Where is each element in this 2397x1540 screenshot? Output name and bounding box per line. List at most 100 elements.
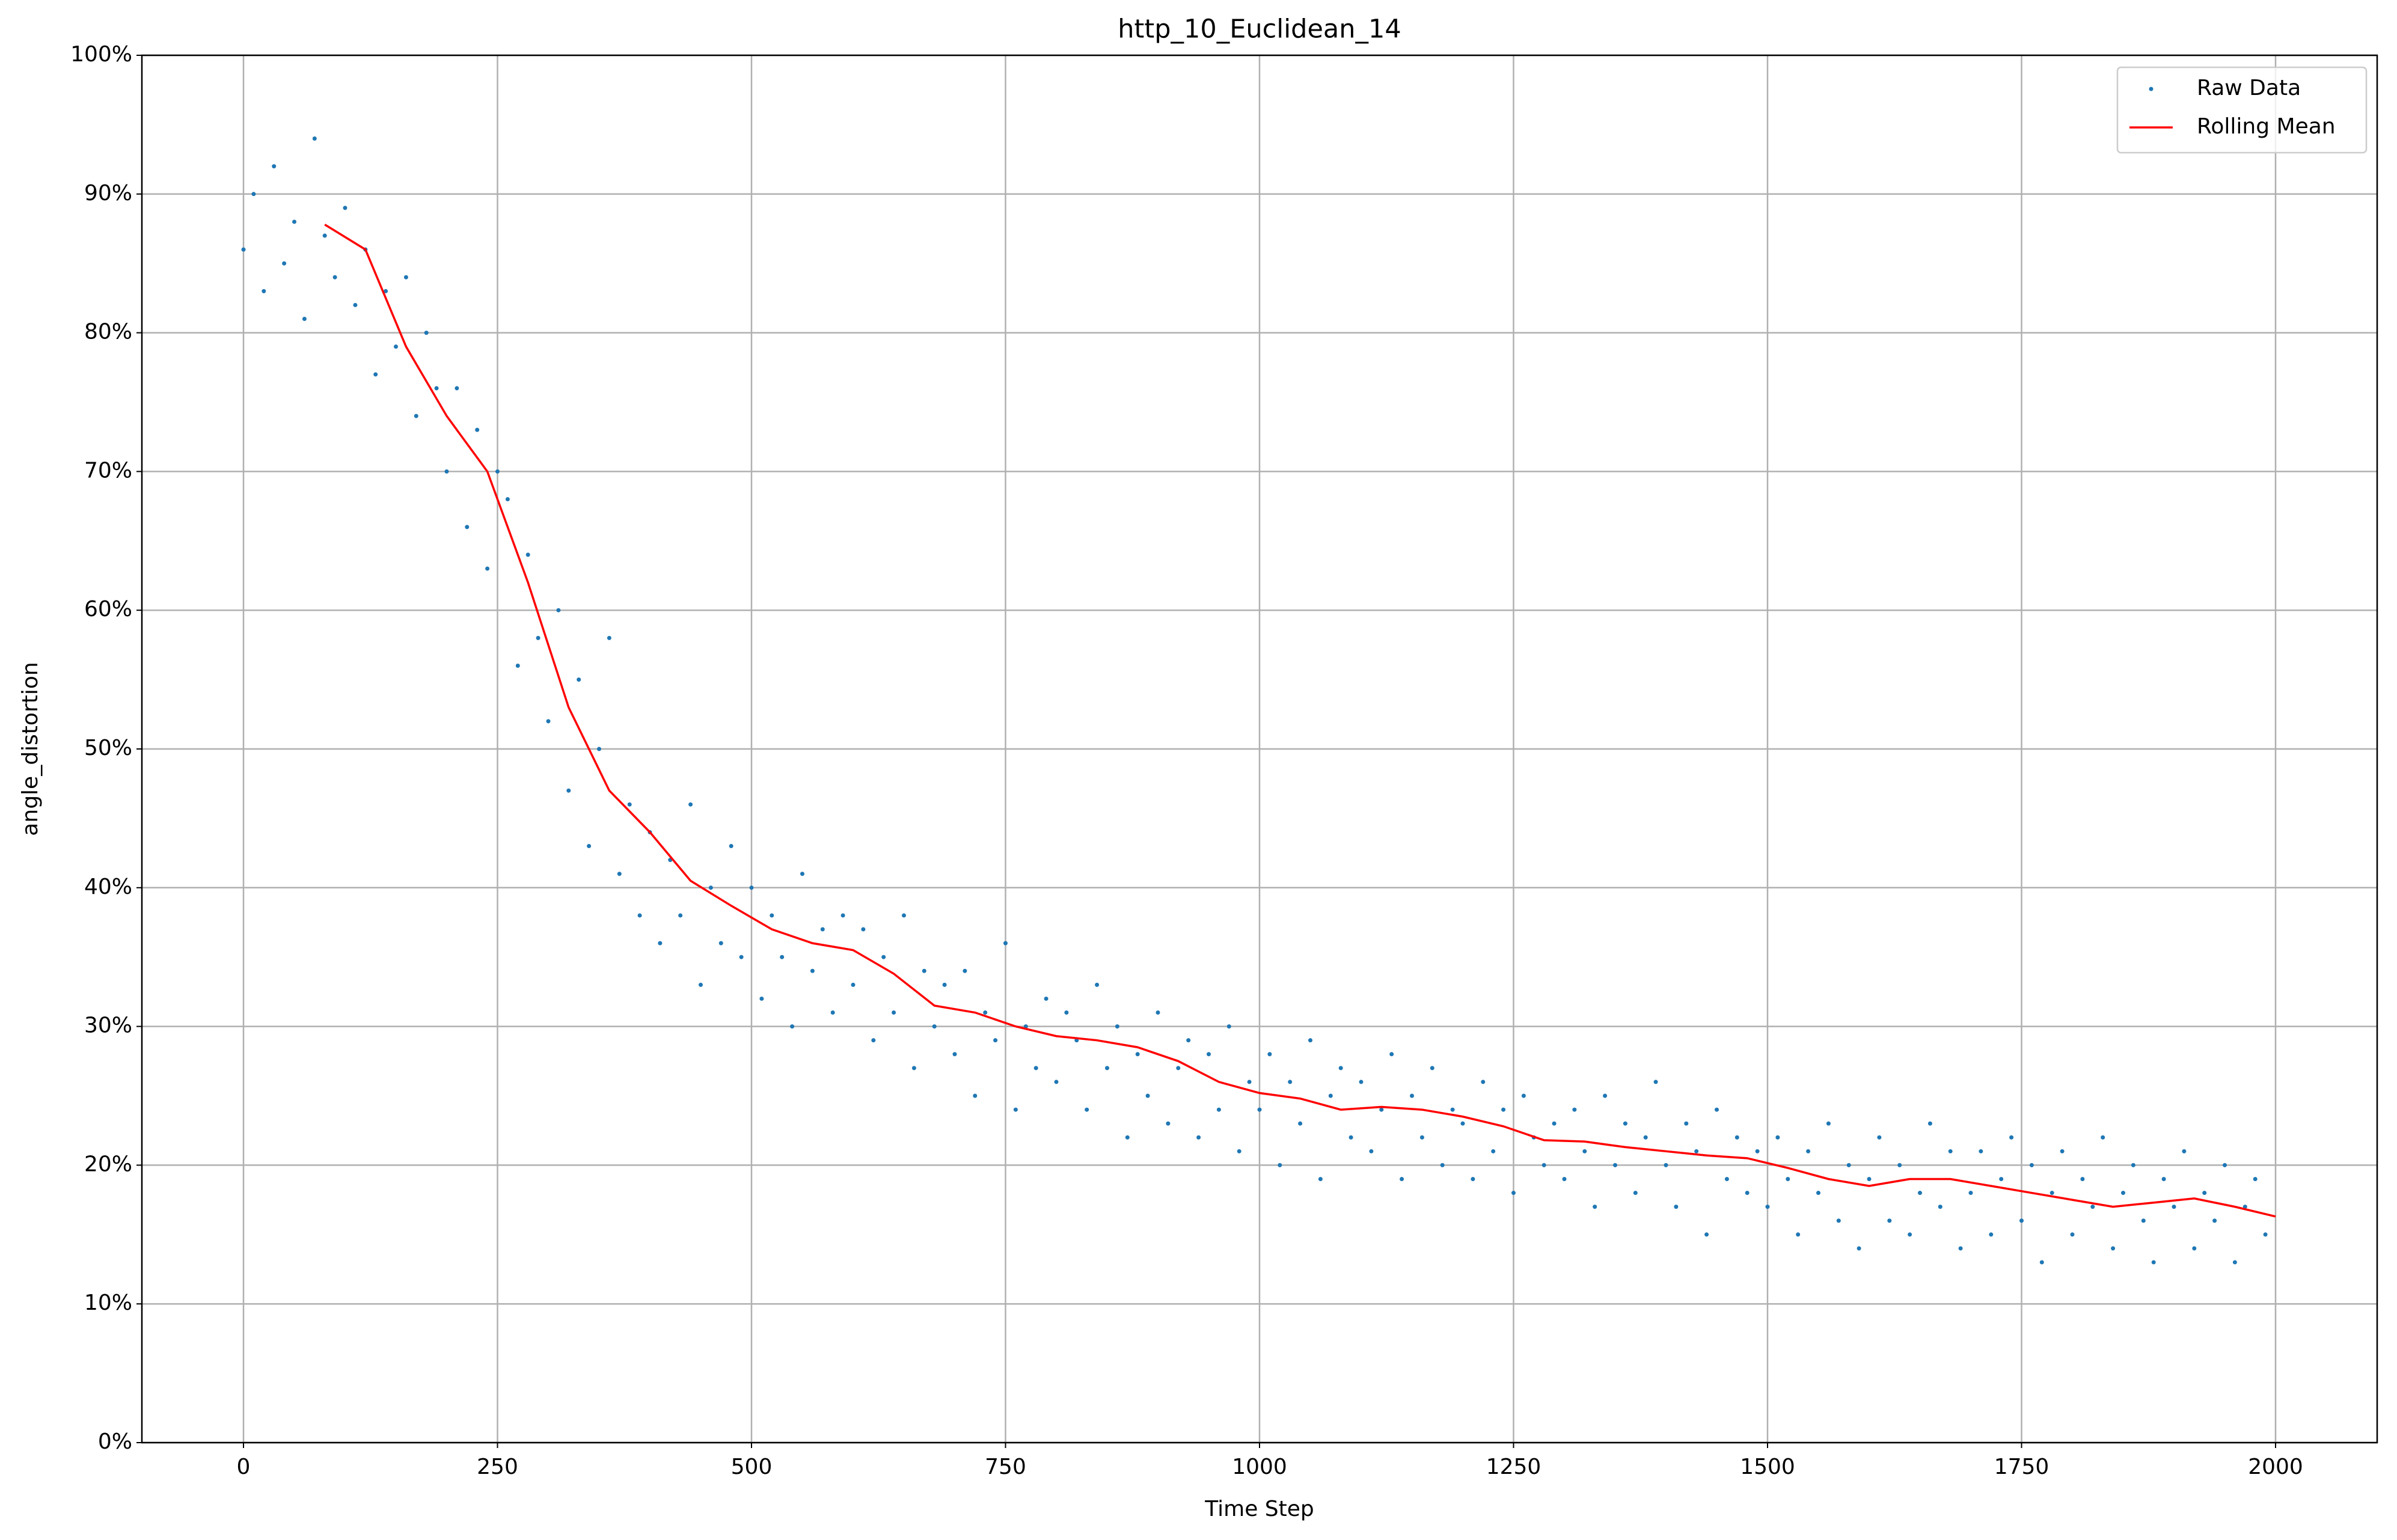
data-point <box>353 302 358 307</box>
data-point <box>2090 1205 2095 1209</box>
data-point <box>1755 1149 1760 1153</box>
data-point <box>2080 1176 2085 1181</box>
x-tick-label: 0 <box>237 1455 251 1479</box>
data-point <box>637 913 642 918</box>
data-point <box>2182 1149 2187 1153</box>
data-point <box>1674 1205 1679 1209</box>
data-point <box>902 913 906 918</box>
data-point <box>515 664 520 668</box>
data-point <box>1562 1176 1567 1181</box>
data-point <box>1267 1052 1272 1057</box>
data-point <box>688 802 693 807</box>
data-point <box>2121 1191 2125 1196</box>
data-point <box>1958 1246 1963 1251</box>
data-point <box>1369 1149 1374 1153</box>
data-point <box>525 552 530 557</box>
y-tick-label: 20% <box>84 1152 132 1176</box>
data-point <box>1440 1163 1445 1167</box>
data-point <box>770 913 774 918</box>
data-point <box>1684 1121 1689 1126</box>
data-point <box>2039 1260 2044 1265</box>
data-point <box>1826 1121 1831 1126</box>
data-point <box>1237 1149 1241 1153</box>
data-point <box>2131 1163 2135 1167</box>
y-tick-label: 100% <box>70 42 132 67</box>
data-point <box>2253 1176 2258 1181</box>
data-point <box>1715 1107 1719 1112</box>
x-tick-label: 2000 <box>2248 1455 2303 1479</box>
data-point <box>322 233 327 238</box>
data-point <box>1908 1232 1912 1237</box>
data-point <box>1664 1163 1668 1167</box>
data-point <box>384 289 388 293</box>
data-point <box>2223 1163 2227 1167</box>
data-point <box>1186 1038 1191 1043</box>
data-point <box>1226 1024 1231 1029</box>
data-point <box>272 164 277 169</box>
data-point <box>332 275 337 280</box>
data-point <box>708 885 713 890</box>
data-point <box>373 372 378 377</box>
data-point <box>658 941 663 946</box>
data-point <box>495 469 500 474</box>
data-point <box>2232 1260 2237 1265</box>
legend-label: Raw Data <box>2197 76 2301 100</box>
data-point <box>1541 1163 1546 1167</box>
y-tick-label: 90% <box>84 181 132 206</box>
data-point <box>597 747 601 751</box>
data-point <box>1745 1191 1750 1196</box>
data-point <box>251 192 256 197</box>
data-point <box>1786 1176 1790 1181</box>
line <box>324 224 2276 1218</box>
data-point <box>1288 1080 1293 1084</box>
data-point <box>952 1052 957 1057</box>
data-point <box>1653 1080 1658 1084</box>
data-point <box>1999 1176 2004 1181</box>
data-point <box>1115 1024 1119 1029</box>
data-point <box>455 386 459 391</box>
data-point <box>983 1010 988 1015</box>
data-point <box>1013 1107 1018 1112</box>
data-point <box>587 844 592 849</box>
data-point <box>1318 1176 1323 1181</box>
data-point <box>922 968 926 973</box>
data-point <box>1724 1176 1729 1181</box>
data-point <box>1095 982 1100 987</box>
data-point <box>1552 1121 1557 1126</box>
data-point <box>1857 1246 1861 1251</box>
data-point <box>1257 1107 1262 1112</box>
data-point <box>1400 1176 1404 1181</box>
data-point <box>241 247 246 252</box>
data-point <box>1105 1066 1109 1071</box>
data-point <box>759 996 764 1001</box>
data-point <box>749 885 754 890</box>
data-point <box>1166 1121 1171 1126</box>
y-axis-label: angle_distortion <box>18 662 43 836</box>
data-point <box>780 955 785 959</box>
data-point <box>2029 1163 2034 1167</box>
data-point <box>1278 1163 1282 1167</box>
data-point <box>1796 1232 1801 1237</box>
data-point <box>1765 1205 1770 1209</box>
y-tick-label: 30% <box>84 1013 132 1038</box>
data-point <box>1064 1010 1069 1015</box>
data-point <box>1338 1066 1343 1071</box>
data-point <box>678 913 683 918</box>
data-point <box>566 788 571 793</box>
x-tick-label: 750 <box>985 1455 1026 1479</box>
data-point <box>424 331 429 335</box>
data-point <box>2242 1205 2247 1209</box>
x-tick-label: 500 <box>731 1455 773 1479</box>
data-point <box>1491 1149 1496 1153</box>
data-point <box>312 136 317 141</box>
data-point <box>1846 1163 1851 1167</box>
data-point <box>475 427 480 432</box>
data-point <box>729 844 733 849</box>
data-point <box>1085 1107 1089 1112</box>
data-point <box>627 802 632 807</box>
data-point <box>465 525 470 530</box>
data-point <box>830 1010 835 1015</box>
data-point <box>1430 1066 1434 1071</box>
data-point <box>800 872 804 876</box>
